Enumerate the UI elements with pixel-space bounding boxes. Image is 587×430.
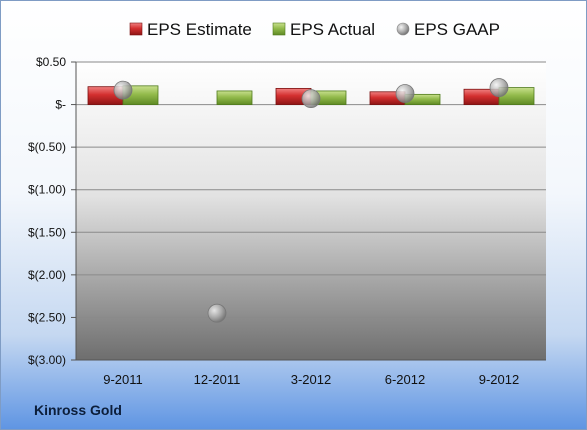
y-tick-label: $(1.00) bbox=[28, 183, 66, 197]
legend-swatch bbox=[129, 22, 143, 36]
y-tick-label: $(3.00) bbox=[28, 353, 66, 367]
y-tick-label: $(2.50) bbox=[28, 310, 66, 324]
legend-label: EPS GAAP bbox=[414, 20, 500, 39]
y-tick-label: $- bbox=[55, 98, 66, 112]
legend-label: EPS Estimate bbox=[147, 20, 252, 39]
legend-swatch bbox=[272, 22, 286, 36]
legend-label: EPS Actual bbox=[290, 20, 375, 39]
y-tick-label: $(2.00) bbox=[28, 268, 66, 282]
bar bbox=[216, 90, 253, 105]
x-tick-label: 6-2012 bbox=[385, 372, 425, 387]
x-tick-label: 3-2012 bbox=[291, 372, 331, 387]
company-name: Kinross Gold bbox=[34, 402, 122, 418]
point bbox=[113, 80, 133, 100]
point bbox=[207, 303, 227, 323]
x-tick-label: 9-2011 bbox=[103, 372, 143, 387]
y-tick-label: $(1.50) bbox=[28, 225, 66, 239]
plot-area bbox=[76, 62, 546, 360]
legend-swatch bbox=[396, 22, 410, 36]
point bbox=[489, 78, 509, 97]
y-tick-label: $0.50 bbox=[36, 55, 66, 69]
point bbox=[301, 89, 321, 109]
y-tick-label: $(0.50) bbox=[28, 140, 66, 154]
x-tick-label: 12-2011 bbox=[194, 372, 241, 387]
x-tick-label: 9-2012 bbox=[479, 372, 519, 387]
point bbox=[395, 84, 415, 103]
